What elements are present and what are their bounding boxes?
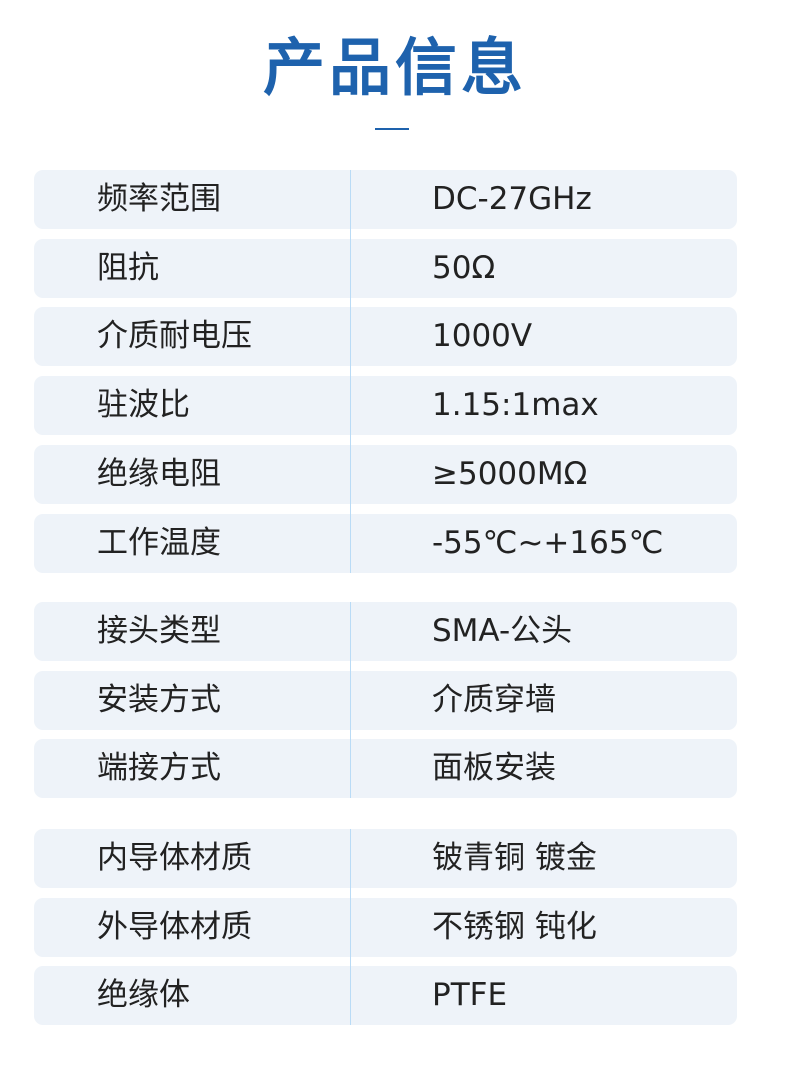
spec-label: 端接方式 (97, 750, 221, 787)
spec-row: 端接方式 面板安装 (34, 739, 737, 799)
title-underline (375, 128, 409, 130)
spec-row: 绝缘体 PTFE (34, 966, 737, 1026)
spec-label: 外导体材质 (97, 908, 252, 945)
spec-label: 介质耐电压 (97, 318, 252, 355)
spec-value: 50Ω (432, 249, 496, 286)
spec-row: 频率范围 DC-27GHz (34, 170, 737, 229)
spec-value: -55℃~+165℃ (432, 524, 664, 561)
spec-label: 安装方式 (97, 681, 221, 718)
spec-row: 接头类型 SMA-公头 (34, 602, 737, 661)
spec-value: 1.15:1max (432, 387, 599, 424)
spec-row: 驻波比 1.15:1max (34, 376, 737, 436)
spec-label: 绝缘体 (97, 977, 190, 1014)
spec-label: 内导体材质 (97, 840, 252, 876)
column-divider (350, 602, 351, 799)
spec-label: 绝缘电阻 (97, 455, 221, 492)
spec-label: 驻波比 (97, 387, 190, 424)
spec-label: 接头类型 (97, 613, 221, 649)
spec-row: 工作温度 -55℃~+165℃ (34, 513, 737, 573)
spec-value: 铍青铜 镀金 (432, 840, 597, 876)
spec-label: 频率范围 (97, 181, 221, 217)
spec-value: PTFE (432, 977, 508, 1014)
column-divider (350, 829, 351, 1026)
spec-value: DC-27GHz (432, 181, 592, 217)
spec-label: 工作温度 (97, 524, 221, 561)
spec-value: 不锈钢 钝化 (432, 908, 597, 945)
spec-row: 内导体材质 铍青铜 镀金 (34, 829, 737, 888)
spec-value: 面板安装 (432, 750, 556, 787)
spec-row: 绝缘电阻 ≥5000MΩ (34, 444, 737, 504)
spec-value: 介质穿墙 (432, 681, 556, 718)
column-divider (350, 170, 351, 573)
spec-value: ≥5000MΩ (432, 455, 588, 492)
spec-row: 介质耐电压 1000V (34, 307, 737, 367)
spec-value: 1000V (432, 318, 533, 355)
spec-row: 安装方式 介质穿墙 (34, 670, 737, 730)
page-title: 产品信息 (262, 31, 527, 104)
spec-row: 阻抗 50Ω (34, 238, 737, 298)
spec-row: 外导体材质 不锈钢 钝化 (34, 897, 737, 957)
spec-value: SMA-公头 (432, 613, 573, 649)
spec-label: 阻抗 (97, 249, 159, 286)
